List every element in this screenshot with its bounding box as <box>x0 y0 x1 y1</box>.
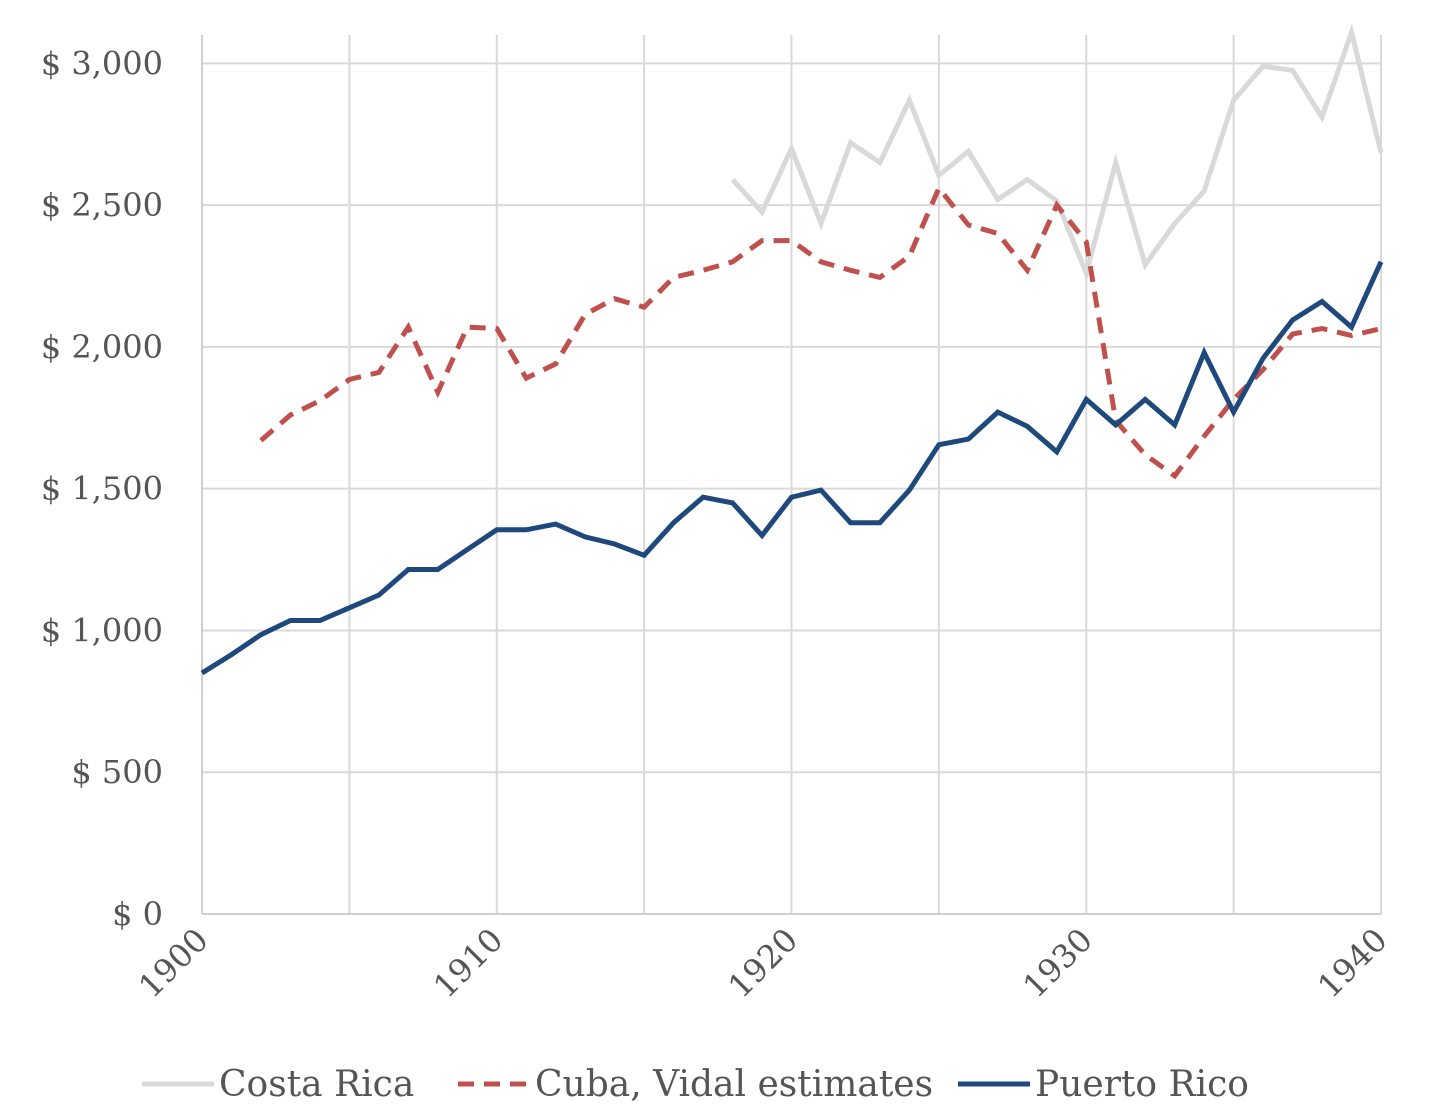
series-line-0 <box>730 23 1384 282</box>
grid <box>202 35 1382 914</box>
y-tick-label: $ 2,500 <box>41 186 163 224</box>
axes <box>201 35 1381 915</box>
y-tick-label: $ 2,000 <box>41 328 163 366</box>
y-tick-label: $ 0 <box>112 895 163 933</box>
legend-item: Puerto Rico <box>958 1064 1249 1105</box>
legend-label: Costa Rica <box>219 1064 414 1105</box>
series-line-1 <box>259 183 1382 480</box>
x-tick-label: 1900 <box>131 921 215 1005</box>
x-tick-label: 1940 <box>1310 921 1394 1005</box>
y-tick-label: $ 1,000 <box>41 611 163 649</box>
x-tick-label: 1920 <box>721 921 805 1005</box>
series <box>200 23 1384 676</box>
legend-label: Puerto Rico <box>1035 1064 1249 1105</box>
series-line-2 <box>200 260 1384 676</box>
legend-item: Costa Rica <box>142 1064 414 1105</box>
y-tick-label: $ 1,500 <box>41 470 163 508</box>
legend: Costa Rica Cuba, Vidal estimates Puerto Ri… <box>142 1064 1249 1105</box>
legend-item: Cuba, Vidal estimates <box>458 1064 933 1105</box>
y-tick-label: $ 500 <box>71 753 163 791</box>
x-tick-label: 1910 <box>426 921 510 1005</box>
legend-label: Cuba, Vidal estimates <box>535 1064 933 1105</box>
y-tick-label: $ 3,000 <box>41 44 163 82</box>
x-tick-label: 1930 <box>1015 921 1099 1005</box>
tick-labels: $ 0 $ 500 $ 1,000 $ 1,500 $ 2,000 $ 2,500 $ 3,… <box>41 44 1395 1005</box>
